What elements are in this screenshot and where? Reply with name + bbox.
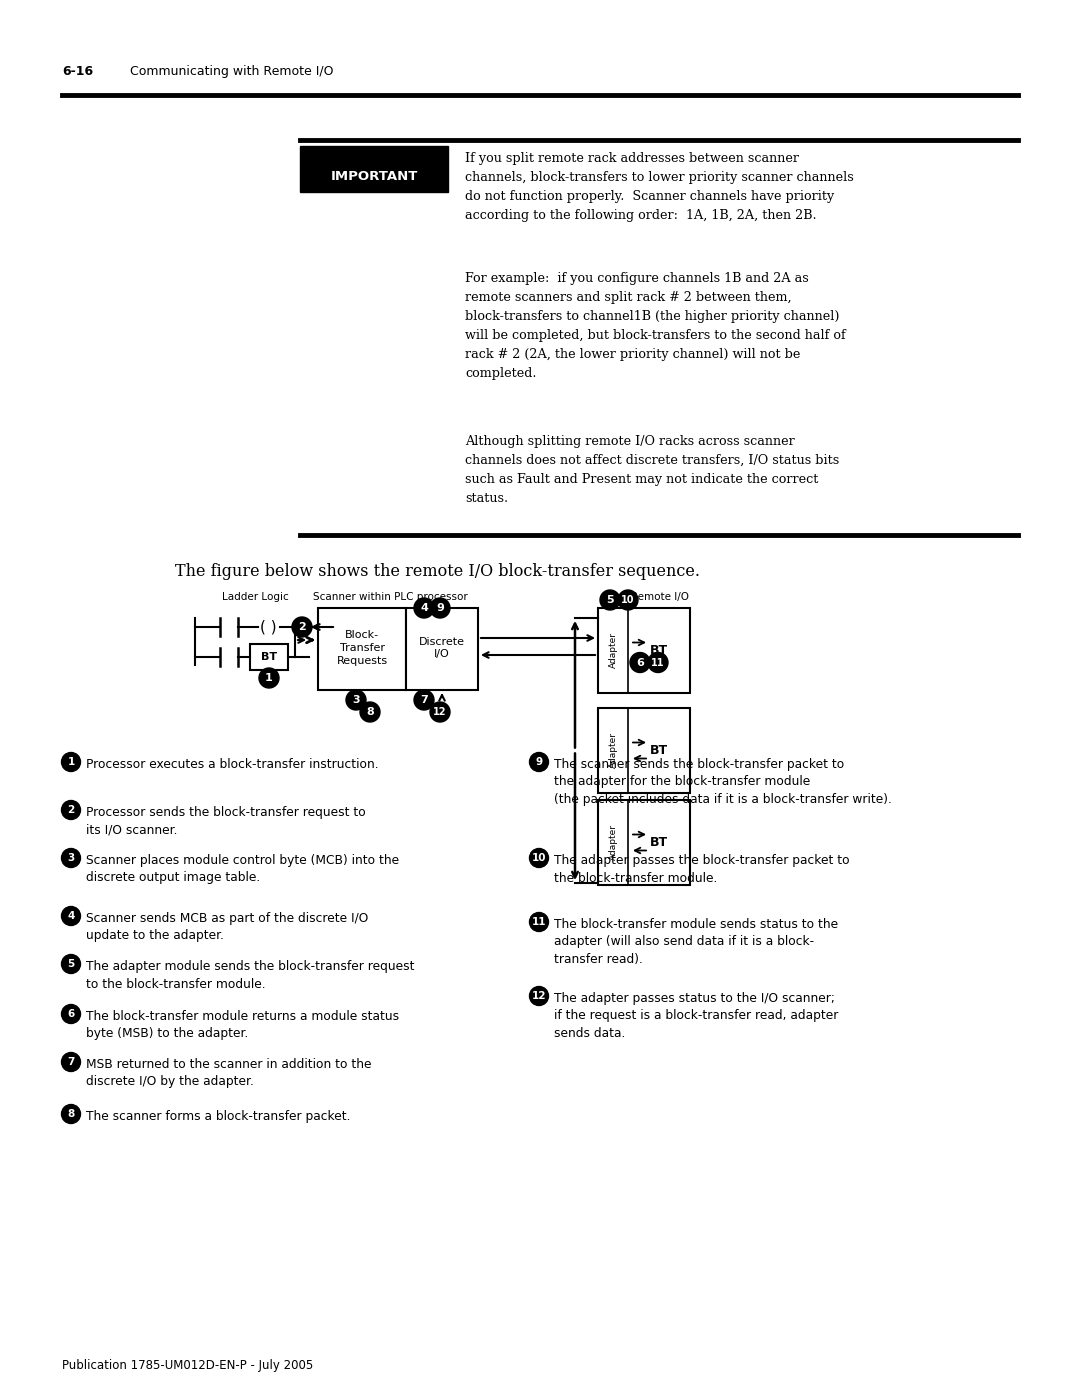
Text: 4: 4 xyxy=(420,604,428,613)
Bar xyxy=(318,608,406,690)
Circle shape xyxy=(62,753,81,771)
Text: Processor executes a block-transfer instruction.: Processor executes a block-transfer inst… xyxy=(86,759,379,771)
Circle shape xyxy=(529,986,549,1006)
Text: The scanner sends the block-transfer packet to
the adapter for the block-transfe: The scanner sends the block-transfer pac… xyxy=(554,759,892,806)
Text: 2: 2 xyxy=(67,805,75,814)
Text: 5: 5 xyxy=(67,958,75,970)
Text: Discrete
I/O: Discrete I/O xyxy=(419,637,465,659)
Text: Block-
Transfer
Requests: Block- Transfer Requests xyxy=(337,630,388,666)
Text: 1: 1 xyxy=(265,673,273,683)
Bar xyxy=(598,608,690,693)
Text: Adapter: Adapter xyxy=(608,824,618,861)
Text: 10: 10 xyxy=(621,595,635,605)
Circle shape xyxy=(292,617,312,637)
Text: The adapter passes the block-transfer packet to
the block-transfer module.: The adapter passes the block-transfer pa… xyxy=(554,854,850,884)
Circle shape xyxy=(430,703,450,722)
Bar xyxy=(406,608,478,690)
Bar xyxy=(300,147,448,191)
Text: 2: 2 xyxy=(298,622,306,631)
Text: Adapter: Adapter xyxy=(608,633,618,669)
Circle shape xyxy=(630,652,650,672)
Text: 8: 8 xyxy=(366,707,374,717)
Circle shape xyxy=(430,598,450,617)
Circle shape xyxy=(346,690,366,710)
Text: 10: 10 xyxy=(531,854,546,863)
Circle shape xyxy=(62,1105,81,1123)
Text: The scanner forms a block-transfer packet.: The scanner forms a block-transfer packe… xyxy=(86,1111,351,1123)
Text: ( ): ( ) xyxy=(259,619,276,634)
Text: The block-transfer module returns a module status
byte (MSB) to the adapter.: The block-transfer module returns a modu… xyxy=(86,1010,400,1041)
Text: 6: 6 xyxy=(636,658,644,668)
Circle shape xyxy=(529,753,549,771)
Text: Scanner sends MCB as part of the discrete I/O
update to the adapter.: Scanner sends MCB as part of the discret… xyxy=(86,912,368,943)
Text: 8: 8 xyxy=(67,1109,75,1119)
Text: BT: BT xyxy=(650,745,669,757)
Circle shape xyxy=(259,668,279,687)
Text: 9: 9 xyxy=(436,604,444,613)
Text: 12: 12 xyxy=(531,990,546,1002)
Circle shape xyxy=(62,954,81,974)
Circle shape xyxy=(529,912,549,932)
Text: IMPORTANT: IMPORTANT xyxy=(330,169,418,183)
Text: Although splitting remote I/O racks across scanner
channels does not affect disc: Although splitting remote I/O racks acro… xyxy=(465,434,839,504)
Text: Processor sends the block-transfer request to
its I/O scanner.: Processor sends the block-transfer reque… xyxy=(86,806,366,837)
Text: Remote I/O: Remote I/O xyxy=(631,592,689,602)
Text: Communicating with Remote I/O: Communicating with Remote I/O xyxy=(130,66,334,78)
Circle shape xyxy=(414,598,434,617)
Circle shape xyxy=(529,848,549,868)
Text: The adapter module sends the block-transfer request
to the block-transfer module: The adapter module sends the block-trans… xyxy=(86,960,415,990)
Text: BT: BT xyxy=(650,835,669,849)
Text: 11: 11 xyxy=(651,658,665,668)
Circle shape xyxy=(360,703,380,722)
Text: 9: 9 xyxy=(536,757,542,767)
Text: The figure below shows the remote I/O block-transfer sequence.: The figure below shows the remote I/O bl… xyxy=(175,563,700,580)
Text: MSB returned to the scanner in addition to the
discrete I/O by the adapter.: MSB returned to the scanner in addition … xyxy=(86,1058,372,1088)
Circle shape xyxy=(600,590,620,610)
Text: 3: 3 xyxy=(67,854,75,863)
Text: For example:  if you configure channels 1B and 2A as
remote scanners and split r: For example: if you configure channels 1… xyxy=(465,272,846,380)
Text: Scanner places module control byte (MCB) into the
discrete output image table.: Scanner places module control byte (MCB)… xyxy=(86,854,400,884)
Text: 11: 11 xyxy=(531,916,546,928)
Text: BT: BT xyxy=(261,652,278,662)
Circle shape xyxy=(618,590,638,610)
Text: BT: BT xyxy=(650,644,669,657)
Text: 6-16: 6-16 xyxy=(62,66,93,78)
Bar xyxy=(249,644,288,671)
Text: 4: 4 xyxy=(67,911,75,921)
Text: 1: 1 xyxy=(67,757,75,767)
Circle shape xyxy=(62,1004,81,1024)
Text: The adapter passes status to the I/O scanner;
if the request is a block-transfer: The adapter passes status to the I/O sca… xyxy=(554,992,838,1039)
Text: Publication 1785-UM012D-EN-P - July 2005: Publication 1785-UM012D-EN-P - July 2005 xyxy=(62,1359,313,1372)
Text: Adapter: Adapter xyxy=(608,732,618,768)
Text: The block-transfer module sends status to the
adapter (will also send data if it: The block-transfer module sends status t… xyxy=(554,918,838,965)
Text: 6: 6 xyxy=(67,1009,75,1018)
Text: 7: 7 xyxy=(420,694,428,705)
Circle shape xyxy=(62,907,81,925)
Text: Ladder Logic: Ladder Logic xyxy=(221,592,288,602)
Text: 5: 5 xyxy=(606,595,613,605)
Text: Scanner within PLC processor: Scanner within PLC processor xyxy=(312,592,468,602)
Text: 3: 3 xyxy=(352,694,360,705)
Circle shape xyxy=(648,652,669,672)
Bar xyxy=(598,708,690,793)
Circle shape xyxy=(62,1052,81,1071)
Bar xyxy=(598,800,690,886)
Circle shape xyxy=(414,690,434,710)
Circle shape xyxy=(62,848,81,868)
Text: 7: 7 xyxy=(67,1058,75,1067)
Text: If you split remote rack addresses between scanner
channels, block-transfers to : If you split remote rack addresses betwe… xyxy=(465,152,854,222)
Circle shape xyxy=(62,800,81,820)
Text: 12: 12 xyxy=(433,707,447,717)
